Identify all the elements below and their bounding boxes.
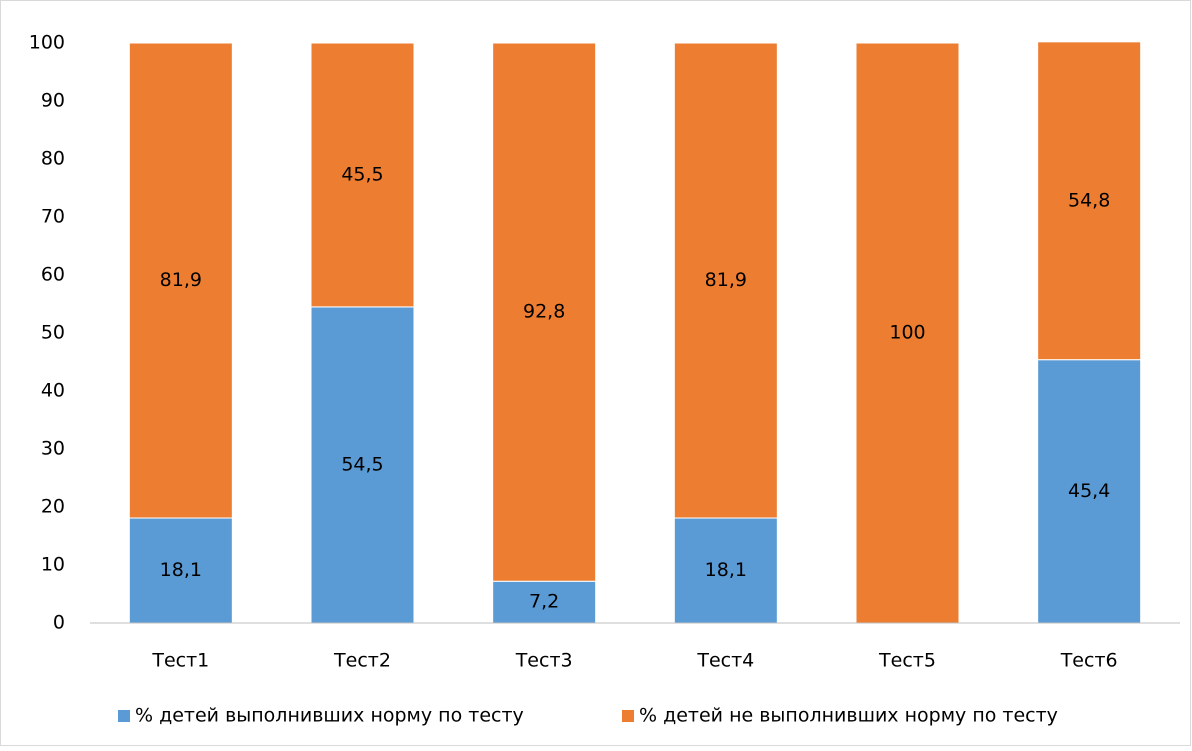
data-label: 81,9 <box>705 269 747 291</box>
bar-segment <box>1037 41 1142 361</box>
y-tick-label: 60 <box>41 264 65 286</box>
bar-segment <box>128 517 233 624</box>
legend-swatch <box>622 710 634 722</box>
y-tick-label: 100 <box>29 32 65 54</box>
bar-segment <box>128 42 233 519</box>
x-tick-label: Тест2 <box>333 650 391 672</box>
data-label: 54,8 <box>1068 189 1110 211</box>
data-label: 92,8 <box>523 301 565 323</box>
data-label: 7,2 <box>529 591 559 613</box>
bar-segment <box>673 42 778 519</box>
bar-segment <box>855 42 960 624</box>
legend-label: % детей не выполнивших норму по тесту <box>639 705 1058 727</box>
data-label: 45,4 <box>1068 480 1110 502</box>
data-label: 81,9 <box>160 269 202 291</box>
data-label: 45,5 <box>341 163 383 185</box>
y-tick-label: 70 <box>41 206 65 228</box>
legend-label: % детей выполнивших норму по тесту <box>135 705 524 727</box>
bar-segment <box>1037 359 1142 624</box>
bar-segment <box>310 42 415 308</box>
y-tick-label: 50 <box>41 322 65 344</box>
y-tick-label: 90 <box>41 90 65 112</box>
legend-swatch <box>118 710 130 722</box>
data-label: 18,1 <box>160 559 202 581</box>
y-tick-label: 0 <box>53 612 65 634</box>
bar-segment <box>492 42 597 582</box>
y-tick-label: 10 <box>41 554 65 576</box>
x-tick-label: Тест4 <box>696 650 754 672</box>
data-label: 18,1 <box>705 559 747 581</box>
bar-segment <box>673 517 778 624</box>
x-tick-label: Тест1 <box>151 650 209 672</box>
x-tick-label: Тест3 <box>515 650 573 672</box>
data-label: 54,5 <box>341 453 383 475</box>
data-label: 100 <box>889 322 925 344</box>
y-tick-label: 40 <box>41 380 65 402</box>
bar-segment <box>310 306 415 624</box>
x-tick-label: Тест6 <box>1060 650 1118 672</box>
bar-segment <box>492 580 597 624</box>
y-tick-label: 30 <box>41 438 65 460</box>
x-tick-label: Тест5 <box>878 650 936 672</box>
y-tick-label: 80 <box>41 148 65 170</box>
y-tick-label: 20 <box>41 496 65 518</box>
